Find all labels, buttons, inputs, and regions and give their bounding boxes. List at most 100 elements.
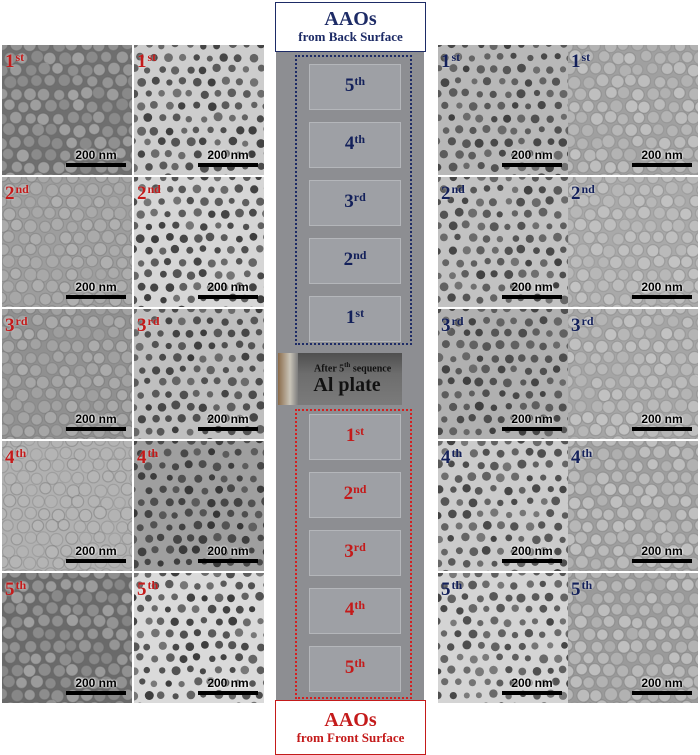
sem-micrograph: 3rd 200 nm — [438, 309, 568, 439]
sequence-label: 3rd — [137, 314, 160, 336]
aao-slide: 3rd — [309, 180, 401, 226]
back-surface-title-box: AAOs from Back Surface — [275, 2, 426, 52]
scale-bar-line — [632, 163, 692, 167]
scale-bar-text: 200 nm — [641, 148, 683, 162]
sem-texture — [2, 45, 132, 175]
sequence-label: 5th — [441, 578, 463, 600]
front-subtitle: from Front Surface — [296, 730, 405, 745]
sem-texture — [134, 177, 264, 307]
scale-bar-text: 200 nm — [75, 676, 117, 690]
sem-texture — [438, 45, 568, 175]
scale-bar: 200 nm — [632, 545, 692, 563]
sem-micrograph: 5th 200 nm — [438, 573, 568, 703]
sem-micrograph: 2nd 200 nm — [2, 177, 132, 307]
sem-texture — [568, 441, 698, 571]
sem-texture — [2, 309, 132, 439]
sequence-label: 2nd — [137, 182, 161, 204]
sequence-label: 3rd — [5, 314, 28, 336]
sem-micrograph: 1st 200 nm — [438, 45, 568, 175]
scale-bar-line — [198, 427, 258, 431]
front-surface-dashed-frame — [295, 409, 412, 699]
scale-bar: 200 nm — [66, 281, 126, 299]
sequence-label: 5th — [137, 578, 159, 600]
sem-texture — [438, 309, 568, 439]
sem-micrograph: 1st 200 nm — [134, 45, 264, 175]
aao-slide: 2nd — [309, 238, 401, 284]
sequence-label: 5th — [571, 578, 593, 600]
scale-bar-text: 200 nm — [75, 544, 117, 558]
scale-bar-line — [198, 163, 258, 167]
scale-bar-line — [632, 559, 692, 563]
sem-micrograph: 4th 200 nm — [2, 441, 132, 571]
scale-bar: 200 nm — [502, 677, 562, 695]
sem-texture — [438, 573, 568, 703]
scale-bar: 200 nm — [502, 545, 562, 563]
aao-slide: 3rd — [309, 530, 401, 576]
back-surface-dashed-frame — [295, 55, 412, 345]
slide-label: 4th — [344, 132, 366, 154]
scale-bar-line — [632, 427, 692, 431]
al-plate-edge — [278, 353, 298, 405]
al-plate-caption: After 5th sequence — [314, 361, 392, 375]
scale-bar: 200 nm — [198, 545, 258, 563]
sem-micrograph: 2nd 200 nm — [438, 177, 568, 307]
sequence-label: 1st — [571, 50, 591, 72]
scale-bar-text: 200 nm — [511, 544, 553, 558]
scale-bar-line — [502, 691, 562, 695]
al-plate-photo: After 5th sequence Al plate — [278, 353, 402, 405]
scale-bar-text: 200 nm — [75, 148, 117, 162]
scale-bar: 200 nm — [66, 413, 126, 431]
sem-micrograph: 1st 200 nm — [568, 45, 698, 175]
scale-bar: 200 nm — [66, 149, 126, 167]
sem-micrograph: 3rd 200 nm — [2, 309, 132, 439]
sem-micrograph: 5th 200 nm — [2, 573, 132, 703]
aao-slide: 5th — [309, 64, 401, 110]
scale-bar: 200 nm — [66, 677, 126, 695]
scale-bar-line — [66, 559, 126, 563]
sem-micrograph: 5th 200 nm — [134, 573, 264, 703]
scale-bar-line — [632, 691, 692, 695]
sem-texture — [134, 573, 264, 703]
scale-bar-text: 200 nm — [75, 280, 117, 294]
scale-bar: 200 nm — [198, 413, 258, 431]
slide-label: 2nd — [343, 482, 367, 504]
aao-slide: 4th — [309, 122, 401, 168]
slide-label: 4th — [344, 598, 366, 620]
sem-micrograph: 4th 200 nm — [568, 441, 698, 571]
scale-bar-line — [502, 559, 562, 563]
scale-bar-line — [502, 163, 562, 167]
sequence-label: 4th — [441, 446, 463, 468]
sem-texture — [134, 45, 264, 175]
front-title: AAOs — [324, 709, 377, 731]
sequence-label: 2nd — [5, 182, 29, 204]
scale-bar-text: 200 nm — [207, 676, 249, 690]
sem-texture — [438, 441, 568, 571]
scale-bar: 200 nm — [198, 281, 258, 299]
scale-bar: 200 nm — [198, 677, 258, 695]
sequence-label: 4th — [137, 446, 159, 468]
scale-bar-line — [198, 691, 258, 695]
scale-bar-line — [632, 295, 692, 299]
slide-label: 3rd — [344, 540, 366, 562]
sem-micrograph: 3rd 200 nm — [134, 309, 264, 439]
sequence-label: 4th — [5, 446, 27, 468]
slide-label: 3rd — [344, 190, 366, 212]
aao-slide: 1st — [309, 296, 401, 342]
sequence-label: 5th — [5, 578, 27, 600]
scale-bar-text: 200 nm — [511, 280, 553, 294]
scale-bar-text: 200 nm — [511, 676, 553, 690]
sequence-label: 3rd — [571, 314, 594, 336]
scale-bar-line — [66, 163, 126, 167]
slide-label: 2nd — [343, 248, 367, 270]
sem-micrograph: 4th 200 nm — [438, 441, 568, 571]
scale-bar: 200 nm — [632, 413, 692, 431]
scale-bar-line — [66, 427, 126, 431]
sequence-label: 2nd — [571, 182, 595, 204]
sem-texture — [2, 441, 132, 571]
scale-bar-line — [66, 295, 126, 299]
scale-bar-text: 200 nm — [207, 148, 249, 162]
scale-bar-text: 200 nm — [207, 544, 249, 558]
sem-texture — [438, 177, 568, 307]
slide-label: 1st — [345, 306, 365, 328]
sem-texture — [2, 177, 132, 307]
